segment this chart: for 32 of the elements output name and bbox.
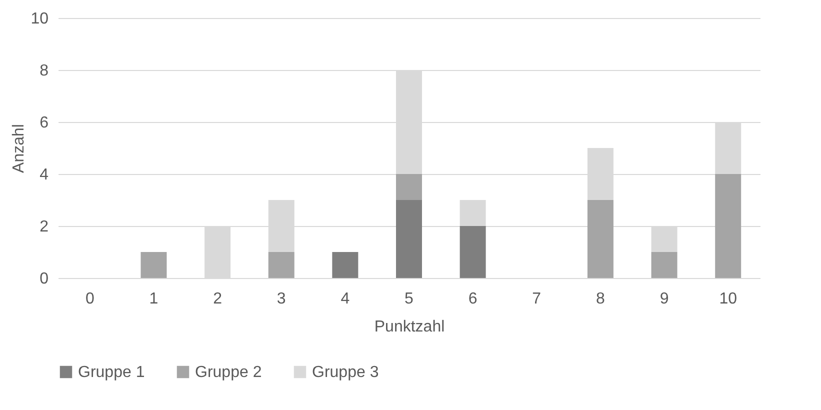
x-tick-label: 2 — [213, 290, 222, 308]
x-tick-label: 9 — [660, 290, 669, 308]
bar — [460, 226, 486, 278]
y-axis-title: Anzahl — [10, 124, 28, 173]
x-tick-label: 3 — [276, 290, 286, 308]
bar — [715, 174, 742, 278]
y-tick-label: 6 — [40, 114, 49, 132]
legend-label: Gruppe 2 — [195, 364, 262, 381]
y-tick-label: 2 — [40, 218, 49, 236]
bar — [396, 200, 422, 278]
x-axis-title: Punktzahl — [374, 318, 445, 336]
x-tick-label: 5 — [404, 290, 414, 308]
bar — [651, 252, 678, 278]
y-tick-label: 10 — [30, 10, 49, 28]
bar — [268, 252, 294, 278]
y-tick-label: 8 — [40, 62, 49, 80]
x-tick-label: 6 — [468, 290, 478, 308]
y-tick-label: 4 — [40, 166, 49, 184]
bar — [460, 200, 486, 226]
x-tick-label: 10 — [719, 290, 738, 308]
legend-label: Gruppe 1 — [78, 364, 145, 381]
x-tick-label: 8 — [596, 290, 605, 308]
x-tick-label: 7 — [532, 290, 542, 308]
x-tick-label: 1 — [149, 290, 158, 308]
bar — [587, 200, 614, 278]
bar — [140, 252, 167, 278]
y-tick-label: 0 — [40, 270, 49, 288]
bar — [332, 252, 358, 278]
bar — [396, 174, 422, 200]
x-tick-label: 4 — [340, 290, 350, 308]
legend-label: Gruppe 3 — [312, 364, 379, 381]
x-tick-label: 0 — [85, 290, 94, 308]
